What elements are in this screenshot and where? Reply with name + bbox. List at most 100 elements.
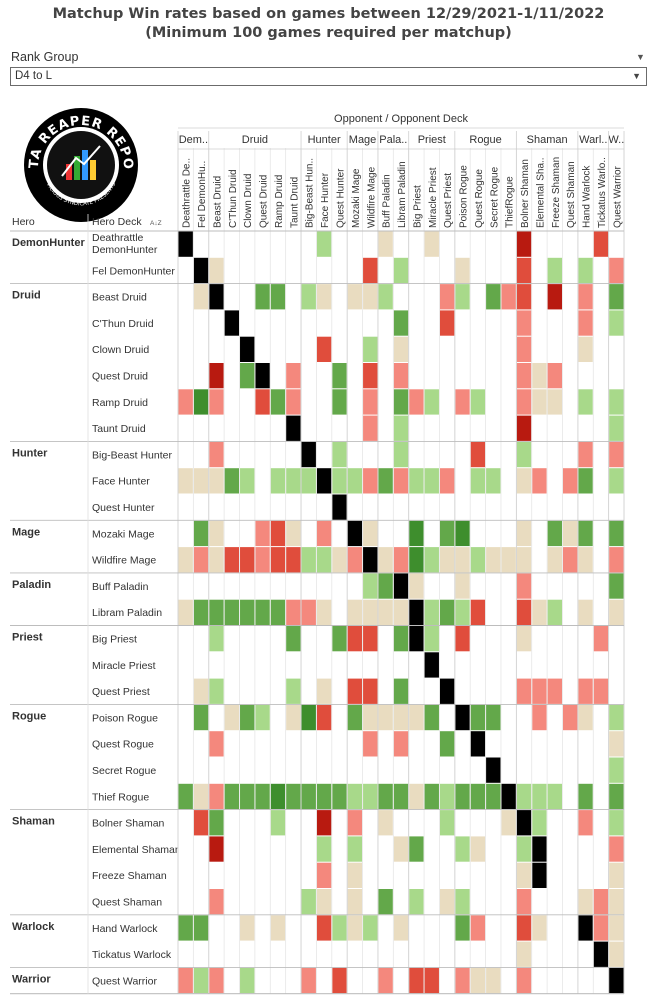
matchup-cell[interactable] bbox=[563, 757, 578, 783]
matchup-cell[interactable] bbox=[209, 520, 224, 547]
matchup-cell[interactable] bbox=[393, 652, 409, 678]
matchup-cell[interactable] bbox=[363, 704, 378, 731]
matchup-cell[interactable] bbox=[193, 573, 209, 599]
matchup-cell[interactable] bbox=[424, 836, 439, 862]
matchup-cell[interactable] bbox=[486, 915, 501, 941]
matchup-cell[interactable] bbox=[593, 967, 609, 994]
matchup-cell[interactable] bbox=[178, 441, 193, 468]
matchup-cell[interactable] bbox=[178, 862, 193, 888]
matchup-cell[interactable] bbox=[563, 941, 578, 967]
matchup-cell[interactable] bbox=[286, 336, 301, 362]
matchup-cell[interactable] bbox=[609, 494, 624, 520]
matchup-cell[interactable] bbox=[255, 810, 270, 836]
matchup-cell[interactable] bbox=[609, 231, 624, 257]
matchup-cell[interactable] bbox=[424, 520, 439, 547]
matchup-cell[interactable] bbox=[609, 389, 624, 415]
matchup-cell[interactable] bbox=[193, 310, 209, 336]
matchup-cell[interactable] bbox=[209, 336, 224, 362]
matchup-cell[interactable] bbox=[209, 783, 224, 810]
matchup-cell[interactable] bbox=[501, 941, 516, 967]
mirror-cell[interactable] bbox=[209, 284, 224, 310]
matchup-cell[interactable] bbox=[516, 889, 532, 915]
matchup-cell[interactable] bbox=[578, 336, 593, 362]
matchup-cell[interactable] bbox=[270, 889, 286, 915]
matchup-cell[interactable] bbox=[224, 652, 240, 678]
matchup-cell[interactable] bbox=[393, 310, 409, 336]
matchup-cell[interactable] bbox=[240, 547, 255, 573]
matchup-cell[interactable] bbox=[347, 915, 363, 941]
matchup-cell[interactable] bbox=[486, 599, 501, 625]
matchup-cell[interactable] bbox=[378, 336, 393, 362]
matchup-cell[interactable] bbox=[240, 494, 255, 520]
matchup-cell[interactable] bbox=[470, 231, 486, 257]
matchup-cell[interactable] bbox=[178, 284, 193, 310]
matchup-cell[interactable] bbox=[486, 783, 501, 810]
matchup-cell[interactable] bbox=[240, 783, 255, 810]
mirror-cell[interactable] bbox=[363, 547, 378, 573]
matchup-cell[interactable] bbox=[547, 915, 562, 941]
matchup-cell[interactable] bbox=[516, 468, 532, 494]
matchup-cell[interactable] bbox=[347, 836, 363, 862]
matchup-cell[interactable] bbox=[193, 967, 209, 994]
matchup-cell[interactable] bbox=[193, 389, 209, 415]
matchup-cell[interactable] bbox=[424, 704, 439, 731]
matchup-cell[interactable] bbox=[286, 441, 301, 468]
matchup-cell[interactable] bbox=[255, 494, 270, 520]
matchup-cell[interactable] bbox=[439, 889, 455, 915]
matchup-cell[interactable] bbox=[332, 626, 347, 652]
matchup-cell[interactable] bbox=[286, 731, 301, 757]
matchup-cell[interactable] bbox=[224, 783, 240, 810]
matchup-cell[interactable] bbox=[409, 967, 424, 994]
matchup-cell[interactable] bbox=[270, 731, 286, 757]
matchup-cell[interactable] bbox=[316, 573, 332, 599]
mirror-cell[interactable] bbox=[424, 652, 439, 678]
matchup-cell[interactable] bbox=[363, 915, 378, 941]
matchup-cell[interactable] bbox=[393, 967, 409, 994]
matchup-cell[interactable] bbox=[486, 468, 501, 494]
matchup-cell[interactable] bbox=[563, 494, 578, 520]
matchup-cell[interactable] bbox=[301, 862, 316, 888]
matchup-cell[interactable] bbox=[486, 731, 501, 757]
matchup-cell[interactable] bbox=[532, 704, 547, 731]
matchup-cell[interactable] bbox=[178, 520, 193, 547]
matchup-cell[interactable] bbox=[409, 363, 424, 389]
matchup-cell[interactable] bbox=[409, 783, 424, 810]
matchup-cell[interactable] bbox=[470, 363, 486, 389]
matchup-cell[interactable] bbox=[363, 573, 378, 599]
matchup-cell[interactable] bbox=[532, 231, 547, 257]
matchup-cell[interactable] bbox=[409, 915, 424, 941]
mirror-cell[interactable] bbox=[393, 573, 409, 599]
matchup-cell[interactable] bbox=[378, 810, 393, 836]
matchup-cell[interactable] bbox=[178, 678, 193, 704]
matchup-cell[interactable] bbox=[609, 257, 624, 284]
matchup-cell[interactable] bbox=[455, 310, 470, 336]
matchup-cell[interactable] bbox=[532, 494, 547, 520]
matchup-cell[interactable] bbox=[455, 626, 470, 652]
matchup-cell[interactable] bbox=[178, 915, 193, 941]
matchup-cell[interactable] bbox=[316, 678, 332, 704]
matchup-cell[interactable] bbox=[470, 915, 486, 941]
matchup-cell[interactable] bbox=[393, 889, 409, 915]
matchup-cell[interactable] bbox=[286, 520, 301, 547]
matchup-cell[interactable] bbox=[301, 284, 316, 310]
matchup-cell[interactable] bbox=[547, 494, 562, 520]
matchup-cell[interactable] bbox=[486, 652, 501, 678]
mirror-cell[interactable] bbox=[439, 678, 455, 704]
matchup-cell[interactable] bbox=[286, 573, 301, 599]
matchup-cell[interactable] bbox=[424, 889, 439, 915]
matchup-cell[interactable] bbox=[209, 257, 224, 284]
matchup-cell[interactable] bbox=[593, 836, 609, 862]
matchup-cell[interactable] bbox=[563, 731, 578, 757]
matchup-cell[interactable] bbox=[439, 284, 455, 310]
matchup-cell[interactable] bbox=[501, 257, 516, 284]
matchup-cell[interactable] bbox=[547, 626, 562, 652]
matchup-cell[interactable] bbox=[532, 810, 547, 836]
matchup-cell[interactable] bbox=[316, 336, 332, 362]
matchup-cell[interactable] bbox=[547, 573, 562, 599]
matchup-cell[interactable] bbox=[609, 652, 624, 678]
matchup-cell[interactable] bbox=[316, 941, 332, 967]
matchup-cell[interactable] bbox=[255, 967, 270, 994]
matchup-cell[interactable] bbox=[286, 231, 301, 257]
matchup-cell[interactable] bbox=[209, 573, 224, 599]
matchup-cell[interactable] bbox=[347, 310, 363, 336]
